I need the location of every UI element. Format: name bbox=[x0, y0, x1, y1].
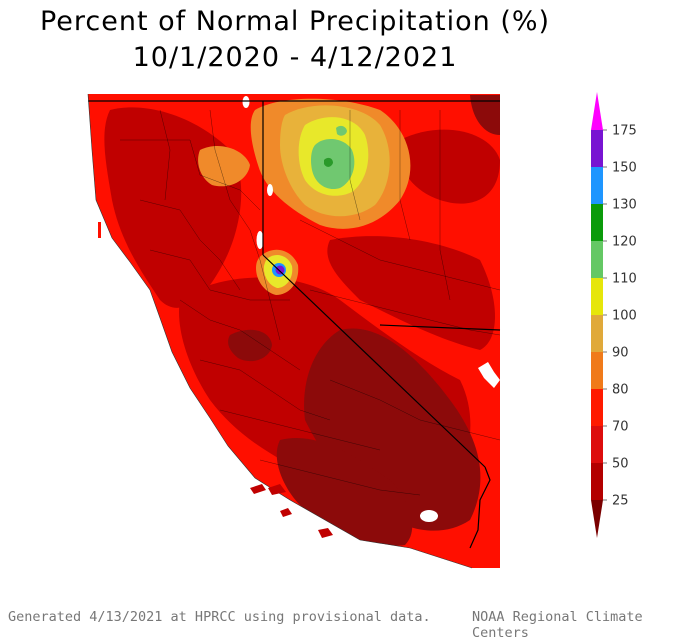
colorbar-segment bbox=[591, 241, 603, 278]
coastline bbox=[87, 93, 473, 569]
very-dry-region-south bbox=[276, 438, 413, 546]
dry-region-east bbox=[327, 236, 495, 350]
lake-tahoe-shape bbox=[256, 231, 264, 249]
colorbar: 25 50 70 80 90 100 110 120 130 150 175 bbox=[591, 92, 637, 538]
lake-mead-shape bbox=[478, 362, 500, 388]
map-title: Percent of Normal Precipitation (%) bbox=[39, 6, 551, 37]
coastal-mark bbox=[98, 222, 101, 238]
much-above-normal-spot bbox=[324, 157, 333, 167]
precip-field bbox=[88, 94, 500, 568]
colorbar-label: 150 bbox=[612, 161, 637, 176]
colorbar-min-triangle bbox=[591, 500, 603, 538]
colorbar-segment bbox=[591, 130, 603, 167]
colorbar-segment bbox=[591, 389, 603, 426]
county-boundaries bbox=[120, 109, 500, 496]
colorbar-segment bbox=[591, 167, 603, 204]
colorbar-segment bbox=[591, 426, 603, 463]
above-normal-region-ne bbox=[311, 138, 355, 190]
colorbar-segment bbox=[591, 463, 603, 500]
channel-islands bbox=[250, 484, 333, 538]
pyramid-lake-shape bbox=[267, 184, 273, 196]
salton-sea-shape bbox=[420, 510, 438, 522]
colorbar-label: 50 bbox=[612, 457, 629, 472]
dry-region-ne bbox=[399, 129, 500, 204]
near-normal-region-coast bbox=[198, 145, 250, 187]
colorbar-segment bbox=[591, 315, 603, 352]
colorbar-segment bbox=[591, 352, 603, 389]
colorbar-label: 25 bbox=[612, 494, 629, 509]
colorbar-label: 80 bbox=[612, 383, 629, 398]
colorbar-segment bbox=[591, 204, 603, 241]
date-range-subtitle: 10/1/2020 - 4/12/2021 bbox=[132, 42, 458, 73]
colorbar-label: 100 bbox=[612, 309, 637, 324]
generation-note: Generated 4/13/2021 at HPRCC using provi… bbox=[8, 609, 431, 625]
above-normal-150-spot bbox=[275, 265, 285, 275]
colorbar-label: 70 bbox=[612, 420, 629, 435]
colorbar-label: 90 bbox=[612, 346, 629, 361]
lake-shape-north bbox=[242, 96, 250, 108]
colorbar-segment bbox=[591, 278, 603, 315]
very-dry-region-ne-corner bbox=[470, 95, 500, 135]
very-dry-region-bay bbox=[228, 329, 272, 362]
state-boundaries bbox=[88, 100, 501, 549]
credit-text: NOAA Regional Climate Centers bbox=[472, 609, 643, 641]
colorbar-label: 175 bbox=[612, 124, 637, 139]
colorbar-label: 120 bbox=[612, 235, 637, 250]
above-normal-spot bbox=[336, 125, 347, 136]
colorbar-label: 110 bbox=[612, 272, 637, 287]
colorbar-max-triangle bbox=[591, 92, 603, 130]
colorbar-label: 130 bbox=[612, 198, 637, 213]
